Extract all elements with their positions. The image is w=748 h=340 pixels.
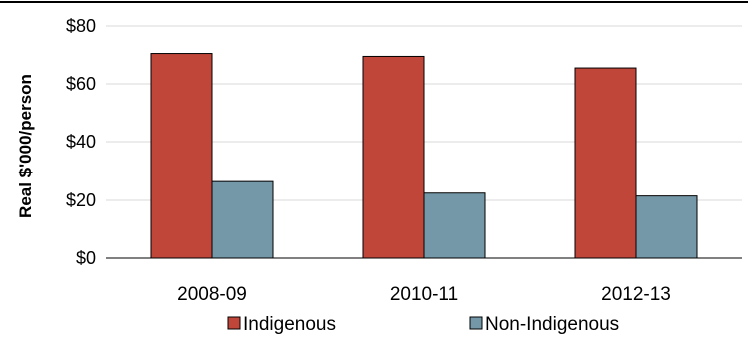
x-tick-label: 2010-11 xyxy=(390,284,458,305)
bar-indigenous xyxy=(362,55,425,259)
legend-swatch xyxy=(227,316,241,330)
y-tick-label: $60 xyxy=(66,74,96,94)
bar-indigenous xyxy=(150,53,213,259)
x-tick-label: 2008-09 xyxy=(177,284,247,305)
legend-label: Indigenous xyxy=(243,314,336,335)
bars xyxy=(150,53,698,259)
y-axis-title: Real $'000/person xyxy=(16,74,35,218)
x-tick-label: 2012-13 xyxy=(601,284,671,305)
bar-non-indigenous xyxy=(211,180,274,259)
bar-indigenous xyxy=(574,67,637,259)
y-tick-label: $80 xyxy=(66,16,96,36)
legend: Indigenous Non-Indigenous xyxy=(227,314,619,335)
y-tick-label: $20 xyxy=(66,190,96,210)
legend-label: Non-Indigenous xyxy=(485,314,619,335)
bar-non-indigenous xyxy=(635,195,698,259)
legend-swatch xyxy=(469,316,483,330)
axes: $0 $20 $40 $60 $80 2008-09 2010-11 2012-13 xyxy=(66,16,742,305)
y-tick-label: $40 xyxy=(66,132,96,152)
y-tick-label: $0 xyxy=(76,248,96,268)
bar-non-indigenous xyxy=(423,192,486,259)
